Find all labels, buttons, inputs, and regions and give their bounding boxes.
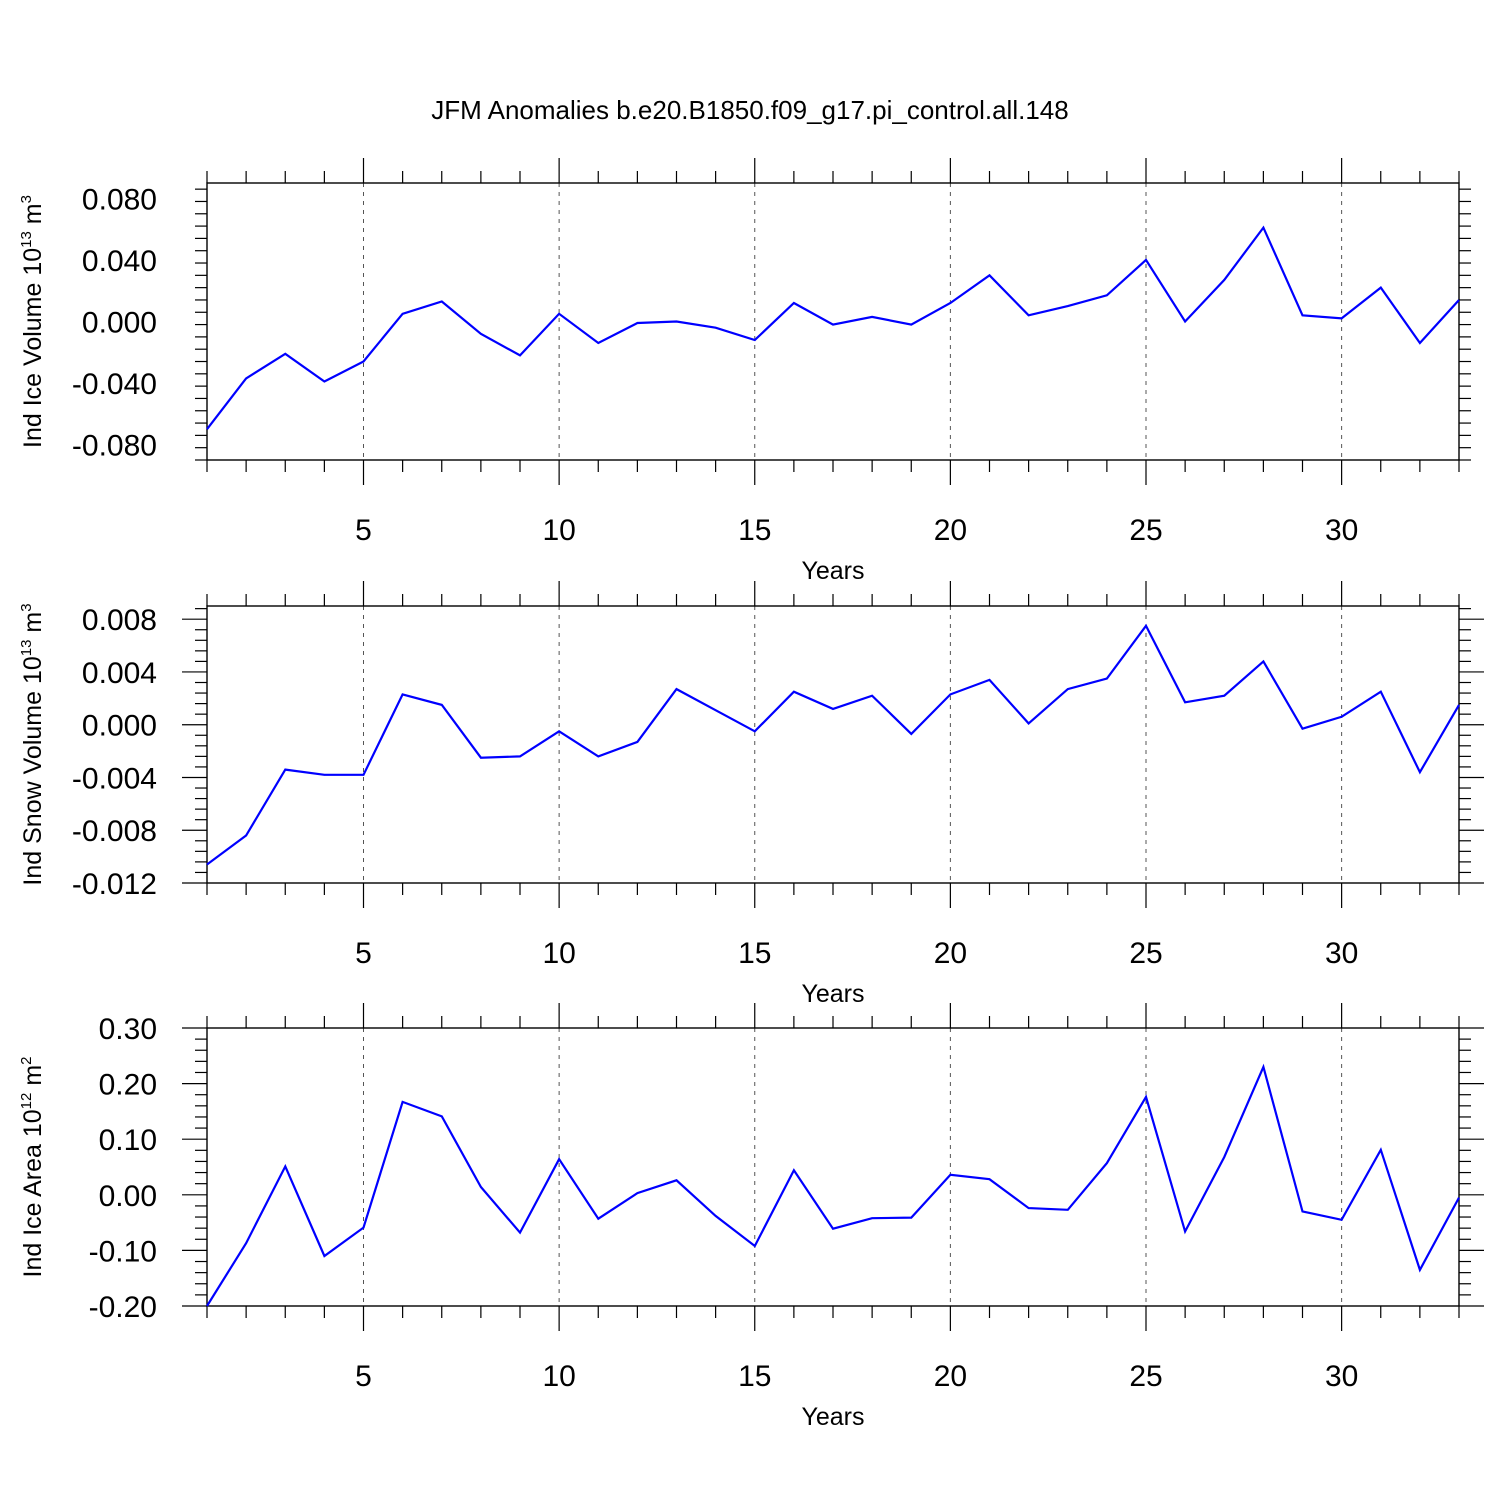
panel-1: 5 10 15 20 25 30 -0.080 -0.040 0.000 0.040 0.080 Ye… (18, 158, 1471, 585)
chart-2-x-axis-label: Years (801, 980, 864, 1008)
panel-2: 5 10 15 20 25 30 -0.012 -0.008 -0.004 0.000 0.004 0… (18, 581, 1484, 1008)
chart-1-x-tick-label-25: 25 (1129, 514, 1162, 547)
chart-2-y-tick-label-3: 0.000 (82, 710, 157, 743)
chart-1-y-tick-label-3: 0.040 (82, 245, 157, 278)
chart-3-y-tick-label-0: -0.20 (89, 1291, 157, 1324)
chart-3-x-tick-label-10: 10 (542, 1360, 575, 1393)
chart-2-series-line-1 (206, 623, 1460, 866)
chart-3-x-tick-label-20: 20 (934, 1360, 967, 1393)
chart-3-y-tick-label-1: -0.10 (89, 1235, 157, 1268)
chart-1-y-tick-label-0: -0.080 (72, 430, 157, 463)
chart-3-plot-frame (206, 1027, 1460, 1307)
chart-3-y-tick-label-3: 0.10 (99, 1124, 157, 1157)
chart-3-x-tick-label-15: 15 (738, 1360, 771, 1393)
chart-1-x-tick-label-10: 10 (542, 514, 575, 547)
figure-title: JFM Anomalies b.e20.B1850.f09_g17.pi_con… (431, 95, 1068, 125)
chart-3-x-tick-label-25: 25 (1129, 1360, 1162, 1393)
chart-2-x-tick-label-5: 5 (355, 937, 372, 970)
panel-3: 5 10 15 20 25 30 -0.20 -0.10 0.00 0.10 0.20 0.30 Yea… (18, 1003, 1484, 1431)
chart-1-series-line-1 (206, 225, 1460, 430)
chart-3-series-line-1 (206, 1063, 1460, 1307)
chart-1-x-tick-label-20: 20 (934, 514, 967, 547)
chart-2-x-tick-label-25: 25 (1129, 937, 1162, 970)
chart-3-y-tick-label-5: 0.30 (99, 1013, 157, 1046)
chart-1-x-tick-label-15: 15 (738, 514, 771, 547)
chart-3-y-tick-label-2: 0.00 (99, 1180, 157, 1213)
chart-2-y-axis-label: Ind Snow Volume 1013 m3 (18, 603, 47, 885)
chart-2-x-tick-label-30: 30 (1325, 937, 1358, 970)
chart-3-x-tick-label-30: 30 (1325, 1360, 1358, 1393)
chart-2-x-tick-label-20: 20 (934, 937, 967, 970)
chart-3-y-tick-label-4: 0.20 (99, 1069, 157, 1102)
chart-3-y-axis-label: Ind Ice Area 1012 m2 (18, 1057, 47, 1278)
chart-2-y-tick-label-1: -0.008 (72, 815, 157, 848)
chart-3-x-tick-label-5: 5 (355, 1360, 372, 1393)
chart-1-x-tick-label-30: 30 (1325, 514, 1358, 547)
chart-2-y-tick-label-0: -0.012 (72, 868, 157, 901)
chart-1-x-axis-label: Years (801, 557, 864, 585)
chart-2-y-tick-label-2: -0.004 (72, 762, 157, 795)
chart-1-x-tick-label-5: 5 (355, 514, 372, 547)
chart-2-y-tick-label-5: 0.008 (82, 604, 157, 637)
chart-1-y-tick-label-1: -0.040 (72, 368, 157, 401)
chart-1-plot-frame (206, 182, 1460, 461)
chart-3-x-axis-label: Years (801, 1403, 864, 1431)
chart-2-x-tick-label-10: 10 (542, 937, 575, 970)
chart-2-y-tick-label-4: 0.004 (82, 657, 157, 690)
chart-1-y-axis-label: Ind Ice Volume 1013 m3 (18, 195, 47, 448)
chart-1-y-tick-label-4: 0.080 (82, 183, 157, 216)
chart-2-plot-frame (206, 605, 1460, 884)
chart-1-y-tick-label-2: 0.000 (82, 307, 157, 340)
chart-2-x-tick-label-15: 15 (738, 937, 771, 970)
